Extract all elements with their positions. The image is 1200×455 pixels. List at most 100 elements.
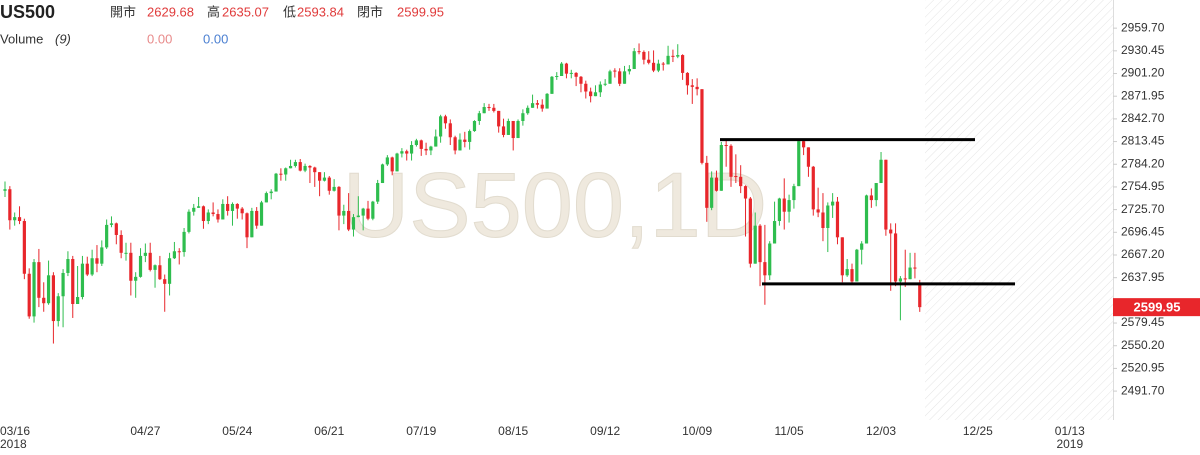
candle-body xyxy=(80,263,85,298)
candle-body xyxy=(434,136,438,147)
x-tick-label: 09/12 xyxy=(590,424,620,438)
symbol: US500 xyxy=(0,2,55,22)
candle-body xyxy=(284,168,288,175)
future-area xyxy=(925,0,1113,420)
close-value: 2599.95 xyxy=(397,4,444,19)
x-tick-label: 08/15 xyxy=(498,424,528,438)
candle-body xyxy=(56,296,60,322)
candle-body xyxy=(821,212,825,228)
candle-body xyxy=(826,205,830,228)
candle-body xyxy=(138,255,143,277)
candle-body xyxy=(613,70,617,72)
x-tick-label: 06/21 xyxy=(314,424,344,438)
candle-body xyxy=(908,267,912,280)
high-label: 高 xyxy=(207,4,220,19)
candle-body xyxy=(719,145,723,191)
candle-body xyxy=(298,162,302,171)
candle-body xyxy=(690,85,694,87)
candle-body xyxy=(884,159,888,230)
y-tick-label: 2491.70 xyxy=(1121,383,1165,397)
x-tick-label: 05/24 xyxy=(222,424,252,438)
candle-body xyxy=(148,252,152,270)
candle-body xyxy=(313,167,317,173)
candle-body xyxy=(579,76,583,84)
x-tick-label: 12/25 xyxy=(963,424,993,438)
candle-body xyxy=(656,63,660,71)
y-tick-label: 2754.95 xyxy=(1121,179,1165,193)
y-tick-label: 2725.70 xyxy=(1121,202,1165,216)
y-tick-label: 2871.95 xyxy=(1121,88,1165,102)
candle-body xyxy=(768,243,772,276)
candle-body xyxy=(700,89,704,163)
candle-body xyxy=(390,157,394,172)
candle-body xyxy=(782,198,786,212)
candle-body xyxy=(109,223,114,225)
candle-body xyxy=(468,131,472,142)
candle-body xyxy=(560,63,564,76)
y-tick-label: 2550.20 xyxy=(1121,338,1165,352)
candle-body xyxy=(879,159,883,184)
indicator-value: 0.00 xyxy=(203,31,228,46)
open-label: 開市 xyxy=(110,4,136,19)
candle-body xyxy=(318,172,322,181)
candle-body xyxy=(589,91,593,97)
candle-body xyxy=(695,86,699,90)
candle-body xyxy=(245,213,249,238)
candle-body xyxy=(322,177,327,181)
candle-body xyxy=(95,258,99,264)
candle-body xyxy=(42,297,46,304)
candle-body xyxy=(497,110,501,127)
candle-body xyxy=(685,72,690,86)
candle-body xyxy=(550,76,554,94)
candle-body xyxy=(831,201,835,206)
candle-body xyxy=(332,186,336,191)
low-value: 2593.84 xyxy=(297,4,344,19)
candle-body xyxy=(506,120,510,135)
candle-body xyxy=(598,84,602,93)
candle-body xyxy=(710,177,714,208)
candle-body xyxy=(405,151,409,154)
close-label: 閉市 xyxy=(357,4,383,19)
candle-body xyxy=(134,276,138,281)
candle-body xyxy=(622,71,627,84)
candle-body xyxy=(651,62,656,71)
y-tick-label: 2813.45 xyxy=(1121,134,1165,148)
candle-body xyxy=(840,237,844,276)
candle-body xyxy=(855,249,859,282)
candle-body xyxy=(293,162,297,166)
x-tick-label: 11/05 xyxy=(775,424,804,438)
last-price-box xyxy=(1113,298,1200,317)
x-tick-label: 04/27 xyxy=(130,424,160,438)
candle-body xyxy=(400,151,404,154)
candle-body xyxy=(603,83,607,85)
candle-body xyxy=(671,55,675,57)
candle-body xyxy=(472,120,477,132)
candle-body xyxy=(864,195,869,244)
candle-body xyxy=(85,263,89,275)
candle-body xyxy=(269,191,273,194)
candle-body xyxy=(555,76,559,77)
candle-body xyxy=(758,225,762,263)
candle-body xyxy=(105,224,109,248)
y-tick-label: 2930.45 xyxy=(1121,43,1165,57)
candle-body xyxy=(119,234,123,253)
candle-body xyxy=(13,217,17,221)
candle-body xyxy=(221,203,225,220)
low-label: 低 xyxy=(283,4,296,19)
candle-body xyxy=(206,212,210,222)
candle-body xyxy=(177,251,181,253)
candle-body xyxy=(153,265,157,270)
candle-body xyxy=(3,189,7,191)
candle-body xyxy=(772,221,777,244)
y-tick-label: 2842.70 xyxy=(1121,111,1165,125)
candle-body xyxy=(288,165,293,169)
watermark: US500,1D xyxy=(343,154,767,256)
candle-body xyxy=(918,284,922,308)
candle-body xyxy=(240,208,244,214)
candle-body xyxy=(114,223,118,235)
candle-body xyxy=(259,202,264,226)
candle-body xyxy=(511,120,515,139)
candle-body xyxy=(477,113,481,121)
candle-body xyxy=(647,59,651,63)
candle-body xyxy=(255,210,259,226)
